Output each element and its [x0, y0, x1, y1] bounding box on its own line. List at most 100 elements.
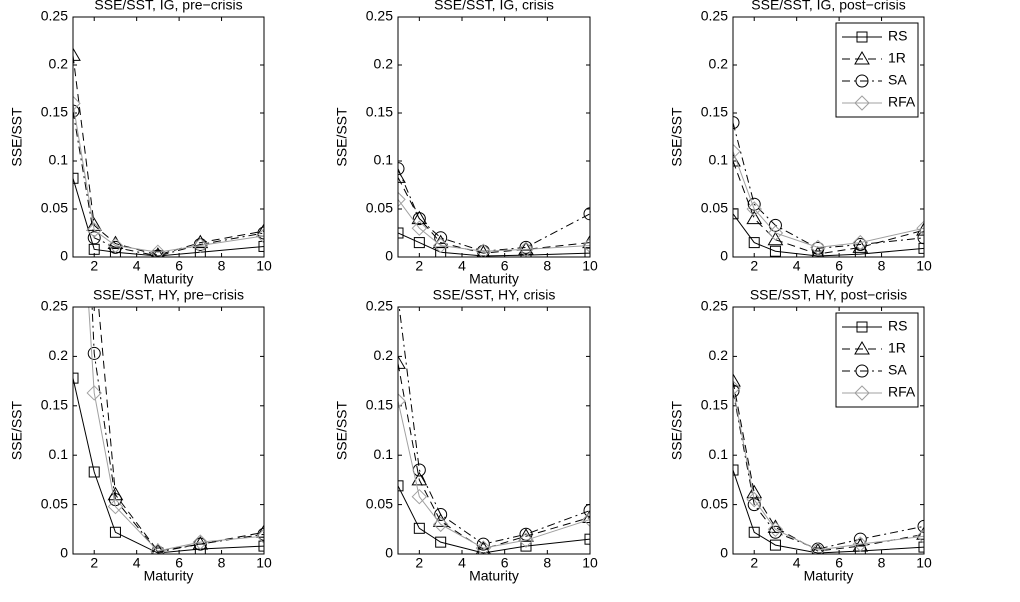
plot-area: [733, 373, 924, 554]
marker-circle: [855, 364, 869, 378]
marker-diamond: [746, 491, 762, 508]
series-line: [73, 110, 264, 257]
marker-diamond: [86, 385, 102, 401]
marker-diamond: [852, 234, 869, 251]
y-tick-label: 0.1: [709, 446, 729, 462]
marker-square: [584, 533, 590, 545]
axes-frame: [397, 16, 591, 258]
series-line: [398, 485, 590, 554]
marker-circle: [853, 532, 867, 546]
marker-diamond: [475, 540, 492, 554]
y-axis-label: SSE/SST: [9, 400, 25, 460]
marker-circle: [733, 384, 740, 398]
y-tick-label: 0: [720, 248, 728, 264]
y-tick-label: 0.2: [49, 56, 69, 72]
series-line: [733, 160, 924, 255]
marker-square: [733, 208, 739, 220]
marker-diamond: [916, 528, 924, 544]
x-tick-label: 4: [133, 555, 141, 571]
marker-triangle: [733, 373, 741, 387]
series-line: [733, 151, 924, 248]
marker-square: [88, 243, 100, 255]
marker-diamond: [192, 534, 209, 550]
marker-circle: [108, 240, 122, 254]
marker-square: [748, 237, 760, 249]
series-line: [398, 232, 590, 257]
y-tick-label: 0.15: [41, 397, 68, 413]
marker-circle: [768, 218, 782, 232]
y-tick-label: 0.25: [366, 8, 393, 24]
y-axis-label: SSE/SST: [669, 107, 685, 167]
marker-diamond: [475, 243, 492, 257]
y-tick-label: 0.05: [41, 200, 68, 216]
marker-diamond: [107, 498, 124, 515]
marker-square: [109, 526, 121, 538]
y-tick-label: 0: [720, 545, 728, 561]
marker-square: [584, 247, 590, 257]
series-line: [733, 122, 924, 249]
y-tick-label: 0.15: [41, 104, 68, 120]
legend: RS 1R SA RFA: [835, 312, 919, 408]
y-tick-label: 0.1: [709, 152, 729, 168]
marker-diamond: [107, 237, 124, 254]
y-tick-label: 0.25: [701, 8, 728, 24]
chart-title: SSE/SST, IG, pre−crisis: [94, 0, 242, 13]
marker-square: [918, 541, 924, 553]
subplot: SSE/SST, IG, post−crisis Maturity SSE/SST 0…: [669, 0, 932, 287]
x-tick-label: 6: [501, 555, 509, 571]
series-line: [73, 103, 264, 253]
x-tick-label: 8: [878, 258, 886, 274]
marker-square: [769, 539, 781, 551]
series-line: [398, 177, 590, 254]
marker-square: [398, 227, 404, 239]
marker-square: [413, 237, 425, 249]
series-line: [733, 390, 924, 550]
marker-circle: [917, 519, 924, 533]
chart-title: SSE/SST, IG, crisis: [434, 0, 554, 13]
y-tick-label: 0.1: [374, 446, 394, 462]
y-tick-label: 0.05: [701, 495, 728, 511]
series-line: [73, 55, 264, 256]
marker-circle: [583, 207, 590, 221]
marker-diamond: [411, 220, 428, 236]
subplot: SSE/SST, HY, crisis Maturity SSE/SST 0 0.05 0…: [334, 287, 598, 584]
x-tick-label: 2: [415, 555, 423, 571]
x-tick-label: 8: [543, 258, 551, 274]
x-tick-label: 4: [793, 258, 801, 274]
marker-diamond: [192, 237, 209, 254]
plot-area: [398, 162, 590, 257]
marker-diamond: [746, 201, 762, 217]
y-axis-label: SSE/SST: [334, 107, 350, 167]
y-tick-label: 0.05: [41, 495, 68, 511]
marker-triangle: [854, 341, 870, 355]
x-tick-label: 6: [175, 258, 183, 274]
legend-label: RFA: [888, 94, 916, 110]
x-tick-label: 10: [256, 258, 272, 274]
plot-area: [733, 116, 924, 257]
marker-diamond: [582, 511, 590, 528]
marker-square: [258, 540, 264, 552]
y-tick-label: 0.15: [366, 104, 393, 120]
plot-area: [398, 307, 590, 554]
series-line: [98, 307, 264, 552]
x-tick-label: 8: [878, 555, 886, 571]
series-line: [398, 168, 590, 252]
marker-square: [733, 464, 739, 476]
marker-diamond: [398, 393, 406, 409]
plot-area: [73, 307, 264, 554]
marker-circle: [747, 197, 761, 211]
marker-square: [520, 249, 532, 257]
x-tick-label: 2: [415, 258, 423, 274]
series-line: [88, 307, 264, 552]
marker-square: [413, 522, 425, 534]
legend-label: SA: [888, 72, 907, 88]
marker-circle: [151, 249, 165, 257]
y-axis-label: SSE/SST: [669, 400, 685, 460]
x-tick-label: 6: [835, 555, 843, 571]
marker-circle: [434, 231, 448, 245]
marker-diamond: [810, 542, 826, 554]
marker-square: [856, 321, 868, 333]
marker-diamond: [73, 95, 81, 112]
x-tick-label: 6: [175, 555, 183, 571]
y-axis-label: SSE/SST: [334, 400, 350, 460]
